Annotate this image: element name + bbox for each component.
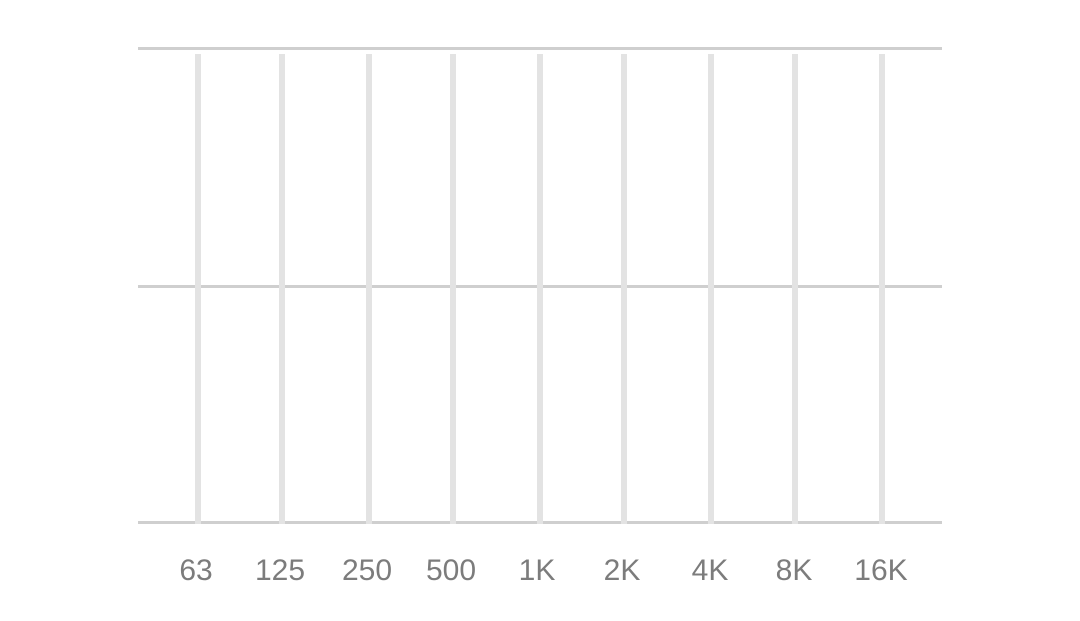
band-slider-1k[interactable] (537, 54, 543, 524)
equalizer-max-line (138, 47, 942, 50)
band-slider-8k[interactable] (792, 54, 798, 524)
band-label-500: 500 (425, 554, 477, 587)
band-slider-2k[interactable] (621, 54, 627, 524)
band-slider-4k[interactable] (708, 54, 714, 524)
band-label-4k: 4K (691, 554, 729, 587)
band-label-63: 63 (179, 554, 213, 587)
band-label-16k: 16K (854, 554, 908, 587)
band-slider-125[interactable] (279, 54, 285, 524)
band-slider-63[interactable] (195, 54, 201, 524)
band-label-125: 125 (254, 554, 306, 587)
band-slider-16k[interactable] (879, 54, 885, 524)
band-slider-500[interactable] (450, 54, 456, 524)
band-label-250: 250 (341, 554, 393, 587)
band-slider-250[interactable] (366, 54, 372, 524)
band-label-8k: 8K (775, 554, 813, 587)
band-label-2k: 2K (603, 554, 641, 587)
band-label-1k: 1K (518, 554, 556, 587)
